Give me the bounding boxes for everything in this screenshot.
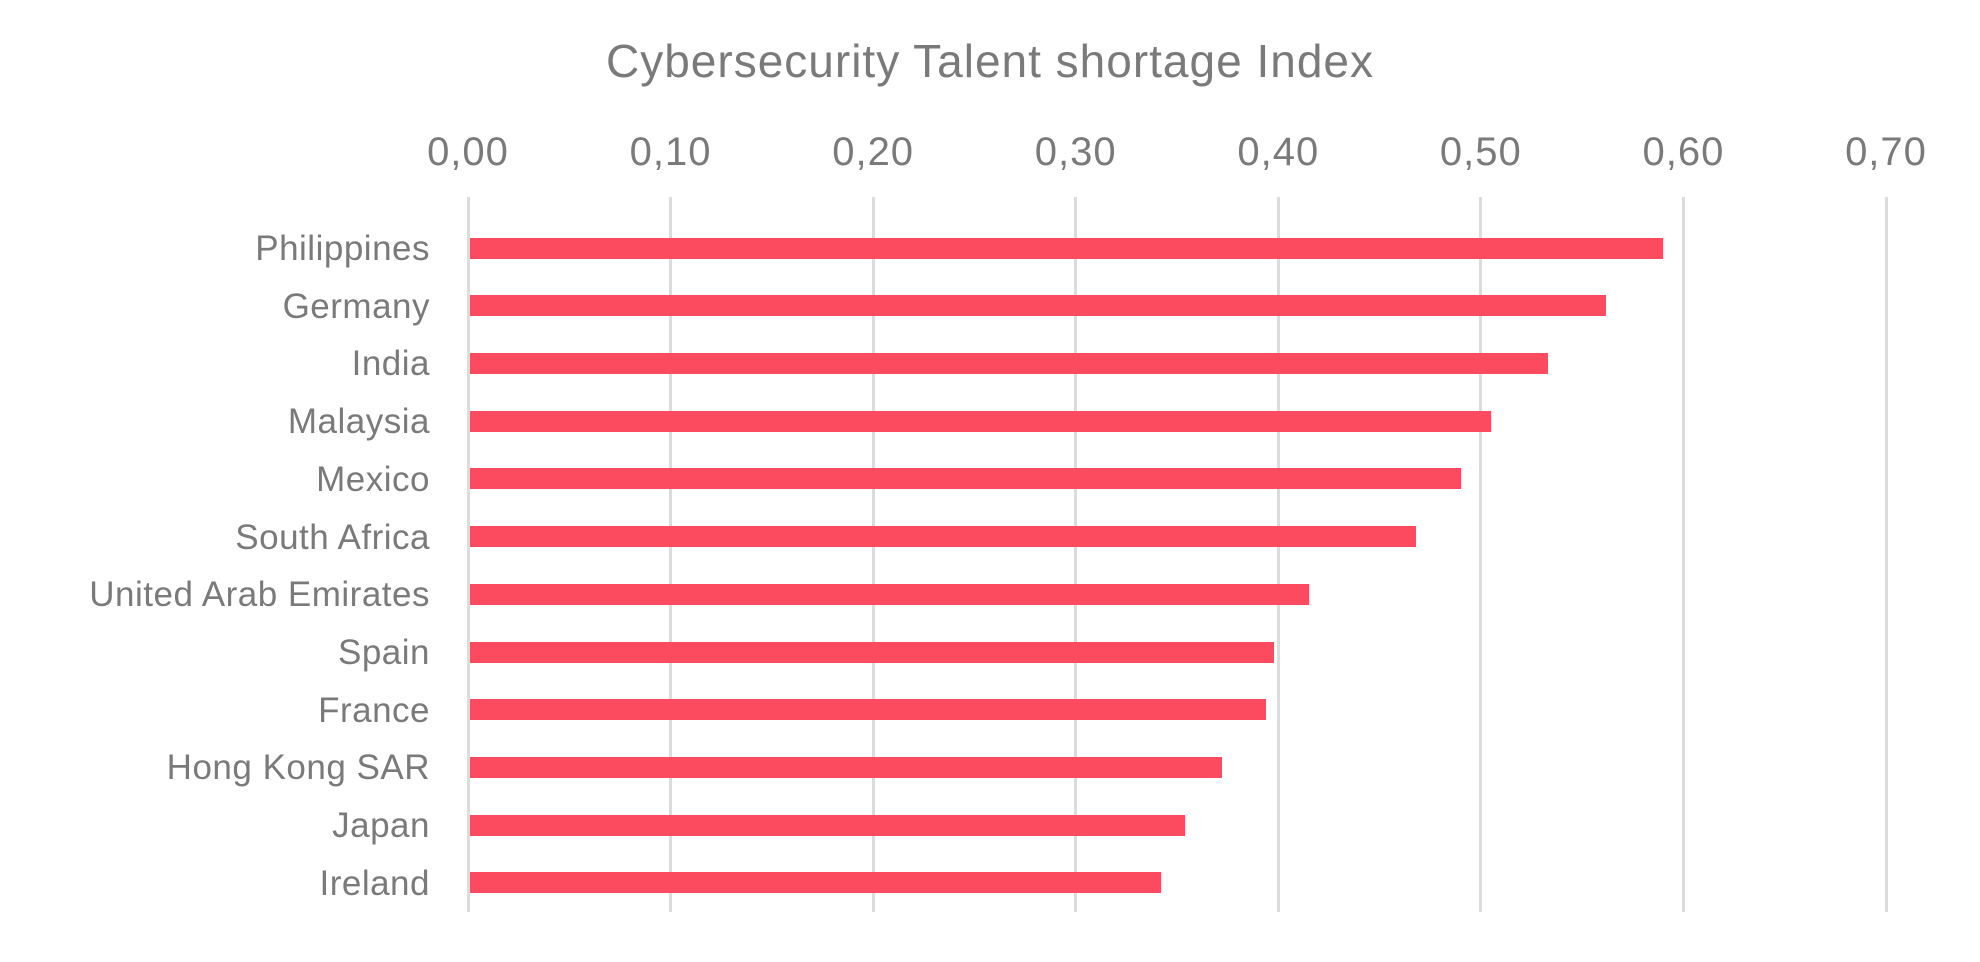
gridline [1681,197,1685,912]
gridline [1884,197,1888,912]
bar-germany [470,295,1607,317]
category-label: Malaysia [287,402,430,442]
category-label: Spain [337,633,430,673]
category-label: Hong Kong SAR [166,748,430,788]
gridline [1074,197,1078,912]
category-label: Japan [332,806,430,846]
x-axis-tick-label: 0,10 [629,130,712,174]
bar-india [470,352,1548,374]
category-label: Philippines [255,229,430,268]
category-label: Mexico [316,459,430,499]
bar-japan [470,814,1186,836]
gridline [1479,197,1483,912]
bar-mexico [470,468,1461,490]
bar-south-africa [470,526,1417,548]
bar-malaysia [470,410,1491,432]
x-axis-tick-label: 0,50 [1439,130,1522,174]
x-axis-tick-label: 0,30 [1034,130,1117,174]
x-axis-tick-label: 0,40 [1237,130,1320,174]
gridline [669,197,673,912]
bar-philippines [470,237,1664,259]
plot-area [466,197,1888,912]
x-axis-tick-label: 0,60 [1642,130,1725,174]
x-axis-tick-label: 0,00 [427,130,509,174]
category-label: South Africa [235,517,430,557]
category-label: Ireland [319,863,430,903]
x-axis-tick-label: 0,20 [832,130,915,174]
gridline [871,197,875,912]
bar-hong-kong-sar [470,756,1222,778]
chart-title: Cybersecurity Talent shortage Index [606,35,1374,87]
gridline [1276,197,1280,912]
category-label: France [318,690,430,730]
category-label: India [351,344,430,384]
gridline [466,197,470,912]
x-axis-tick-label: 0,70 [1845,130,1927,174]
category-label: Germany [282,286,430,326]
category-label: United Arab Emirates [89,575,430,615]
bar-united-arab-emirates [470,583,1309,605]
bar-france [470,699,1267,721]
bar-spain [470,641,1275,663]
bar-ireland [470,872,1161,894]
